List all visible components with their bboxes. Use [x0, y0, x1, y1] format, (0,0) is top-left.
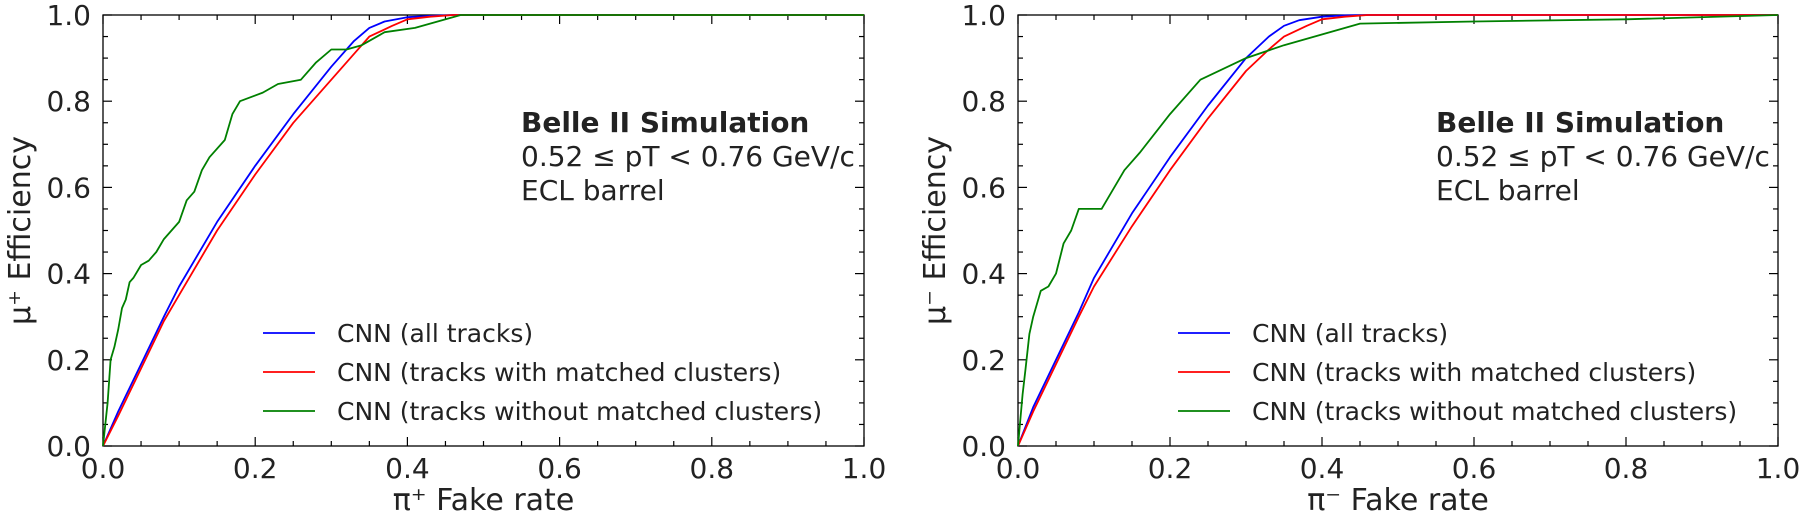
y-tick-label: 0.8: [46, 85, 91, 118]
x-tick-label: 1.0: [1756, 452, 1800, 485]
y-tick-label: 0.6: [961, 171, 1006, 204]
x-tick-label: 0.6: [1452, 452, 1497, 485]
y-axis-label: μ⁻ Efficiency: [918, 136, 953, 325]
annotation-region: ECL barrel: [521, 174, 665, 207]
y-tick-label: 0.4: [46, 258, 91, 291]
x-tick-label: 0.8: [690, 452, 735, 485]
x-tick-label: 0.2: [233, 452, 278, 485]
annotation-title: Belle II Simulation: [521, 106, 809, 139]
y-tick-label: 1.0: [961, 0, 1006, 32]
x-tick-label: 1.0: [842, 452, 887, 485]
annotation-kinematics: 0.52 ≤ pT < 0.76 GeV/c: [521, 140, 855, 173]
y-tick-label: 0.8: [961, 85, 1006, 118]
y-tick-label: 0.4: [961, 258, 1006, 291]
x-axis-label: π⁺ Fake rate: [393, 483, 575, 518]
x-tick-label: 0.8: [1604, 452, 1649, 485]
annotation-region: ECL barrel: [1436, 174, 1580, 207]
annotation-title: Belle II Simulation: [1436, 106, 1724, 139]
chart-panel-1: 0.0 0.2 0.4 0.6 0.8 1.0 0.0 0.2 0.4 0.6 0.8 1.0 π⁺ F…: [3, 0, 886, 518]
x-tick-label: 0.0: [81, 452, 126, 485]
y-tick-label: 0.2: [46, 344, 91, 377]
annotation-kinematics: 0.52 ≤ pT < 0.76 GeV/c: [1436, 140, 1770, 173]
x-tick-label: 0.0: [996, 452, 1041, 485]
legend-label-2: CNN (tracks with matched clusters): [1252, 358, 1696, 387]
legend: CNN (all tracks) CNN (tracks with matched…: [263, 319, 822, 426]
y-tick-label: 1.0: [46, 0, 91, 32]
x-axis-label: π⁻ Fake rate: [1307, 483, 1489, 518]
legend-label-1: CNN (all tracks): [1252, 319, 1448, 348]
series-line-3: [1017, 14, 1779, 447]
chart-panel-2: 0.0 0.2 0.4 0.6 0.8 1.0 0.0 0.2 0.4 0.6 0.8 1.0 π⁻ F…: [918, 0, 1800, 518]
y-axis-label: μ⁺ Efficiency: [3, 136, 38, 325]
y-tick-label: 0.0: [961, 430, 1006, 463]
x-tick-label: 0.2: [1148, 452, 1193, 485]
series-line-3: [102, 14, 864, 447]
legend-label-3: CNN (tracks without matched clusters): [1252, 397, 1737, 426]
x-tick-label: 0.4: [1300, 452, 1345, 485]
legend-label-1: CNN (all tracks): [337, 319, 533, 348]
legend-label-3: CNN (tracks without matched clusters): [337, 397, 822, 426]
x-tick-label: 0.6: [537, 452, 582, 485]
y-tick-label: 0.2: [961, 344, 1006, 377]
y-tick-label: 0.6: [46, 171, 91, 204]
y-tick-label: 0.0: [46, 430, 91, 463]
x-tick-label: 0.4: [385, 452, 430, 485]
legend: CNN (all tracks) CNN (tracks with matched…: [1178, 319, 1737, 426]
legend-label-2: CNN (tracks with matched clusters): [337, 358, 781, 387]
